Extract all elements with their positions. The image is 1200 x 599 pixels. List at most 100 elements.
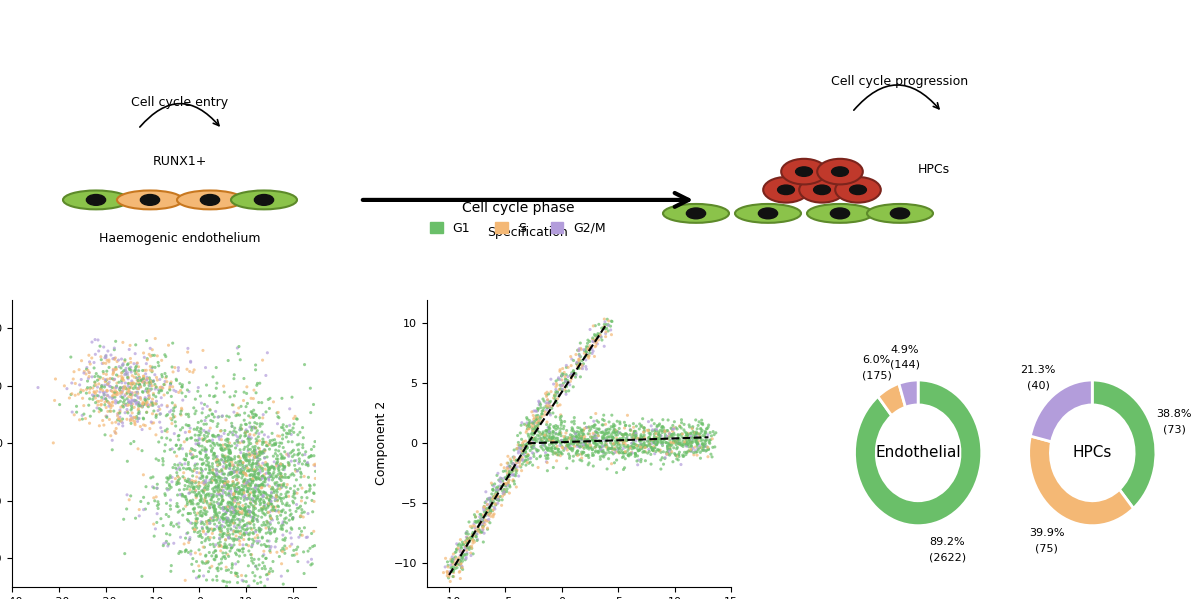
Point <box>66 379 85 388</box>
Point <box>236 577 256 586</box>
Point <box>260 525 280 534</box>
Point <box>587 424 606 434</box>
Point <box>288 415 307 424</box>
Point <box>125 403 144 412</box>
Point <box>586 335 605 345</box>
Point <box>228 527 247 536</box>
Point <box>121 416 140 425</box>
Point <box>571 344 590 354</box>
Point <box>101 400 120 409</box>
Point <box>178 434 197 443</box>
Point <box>257 553 276 563</box>
Point <box>457 548 476 558</box>
Point <box>74 401 94 410</box>
Point <box>140 393 160 403</box>
Point <box>144 406 163 416</box>
Point <box>77 363 96 373</box>
Text: RUNX1+: RUNX1+ <box>152 155 208 168</box>
Point <box>652 437 671 446</box>
Point <box>233 544 252 553</box>
Point <box>145 384 164 394</box>
Point <box>280 461 299 470</box>
Point <box>157 477 176 487</box>
Point <box>260 518 280 527</box>
Point <box>700 435 719 445</box>
Point <box>553 381 572 391</box>
Point <box>88 386 107 396</box>
Point <box>149 402 168 412</box>
Point <box>145 370 164 380</box>
Point <box>256 453 275 462</box>
Point <box>188 439 208 449</box>
Point <box>551 438 570 448</box>
Point <box>671 422 690 431</box>
Point <box>103 387 122 397</box>
Point <box>668 437 688 446</box>
Point <box>200 519 220 528</box>
Point <box>157 401 176 410</box>
Point <box>156 352 175 361</box>
Point <box>464 519 484 528</box>
Point <box>494 479 514 489</box>
Point <box>108 415 127 425</box>
Point <box>266 503 286 512</box>
Point <box>575 435 594 444</box>
Point <box>542 434 562 444</box>
Point <box>210 530 229 540</box>
Point <box>206 508 226 518</box>
Point <box>175 473 194 483</box>
Point <box>142 378 161 388</box>
Point <box>503 467 522 476</box>
Point <box>221 392 240 402</box>
Point <box>79 350 98 360</box>
Point <box>254 540 274 549</box>
Point <box>227 535 246 544</box>
Point <box>234 495 253 505</box>
Point <box>508 458 527 467</box>
Point <box>197 472 216 482</box>
Point <box>642 415 661 425</box>
Point <box>272 524 292 533</box>
Point <box>518 439 538 449</box>
Point <box>88 397 107 406</box>
Point <box>257 407 276 417</box>
Point <box>692 415 712 425</box>
Point <box>149 500 168 509</box>
Point <box>575 429 594 439</box>
Point <box>96 403 115 412</box>
Point <box>209 499 228 509</box>
Point <box>228 515 247 524</box>
Point <box>547 449 566 459</box>
Point <box>215 456 234 465</box>
Point <box>446 561 466 570</box>
Point <box>258 441 277 450</box>
Point <box>157 427 176 437</box>
Point <box>516 428 535 437</box>
Point <box>89 391 108 401</box>
Point <box>235 525 254 534</box>
Point <box>94 367 113 376</box>
Point <box>566 429 586 438</box>
Point <box>503 459 522 468</box>
Point <box>684 448 703 458</box>
Point <box>72 356 91 365</box>
Point <box>115 355 134 365</box>
Point <box>215 479 234 488</box>
Point <box>278 437 298 446</box>
Point <box>232 467 251 477</box>
Point <box>137 373 156 382</box>
Point <box>154 454 173 464</box>
Point <box>679 435 698 444</box>
Point <box>182 453 202 463</box>
Point <box>523 426 542 435</box>
Point <box>677 440 696 450</box>
Point <box>163 338 182 348</box>
Point <box>176 492 196 501</box>
Point <box>548 444 568 454</box>
Point <box>169 507 188 517</box>
Point <box>227 411 246 420</box>
Text: 6.0%: 6.0% <box>863 355 890 365</box>
Point <box>91 406 110 415</box>
Point <box>209 419 228 428</box>
Point <box>691 419 710 428</box>
